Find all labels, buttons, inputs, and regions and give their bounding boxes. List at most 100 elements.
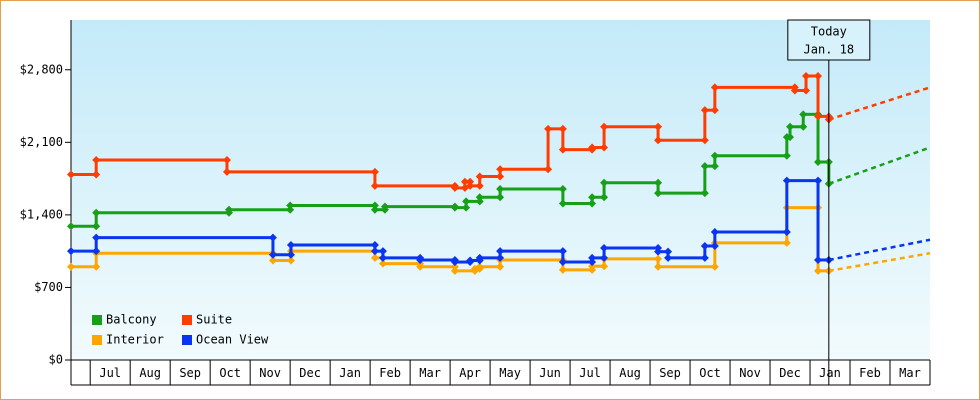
x-tick-label: Sep — [659, 366, 681, 380]
step-marker — [496, 172, 505, 181]
point-marker — [654, 136, 663, 145]
point-marker — [664, 253, 673, 262]
point-marker — [462, 197, 471, 206]
point-marker — [92, 208, 101, 217]
step-marker — [378, 247, 387, 256]
point-marker — [370, 253, 379, 262]
y-tick-label: $2,800 — [20, 62, 63, 76]
legend-label: Ocean View — [196, 333, 269, 347]
step-marker — [700, 189, 709, 198]
point-marker — [496, 165, 505, 174]
step-marker — [588, 199, 597, 208]
point-marker — [600, 122, 609, 131]
x-tick-label: Jul — [579, 366, 601, 380]
step-marker — [370, 201, 379, 210]
x-tick-label: Sep — [179, 366, 201, 380]
step-marker — [496, 253, 505, 262]
point-marker — [67, 170, 75, 179]
point-marker — [588, 253, 597, 262]
step-marker — [588, 258, 597, 267]
step-marker — [710, 162, 719, 171]
x-tick-label: Oct — [699, 366, 721, 380]
point-marker — [799, 110, 808, 119]
legend-label: Balcony — [106, 313, 157, 327]
step-marker — [92, 262, 101, 271]
point-marker — [224, 205, 233, 214]
today-date: Jan. 18 — [804, 43, 855, 57]
legend-label: Suite — [196, 313, 232, 327]
point-marker — [466, 256, 475, 265]
step-marker — [496, 193, 505, 202]
point-marker — [790, 86, 799, 95]
point-marker — [92, 155, 101, 164]
step-marker — [600, 262, 609, 271]
point-marker — [802, 71, 811, 80]
step-marker — [92, 247, 101, 256]
point-marker — [588, 143, 597, 152]
point-marker — [450, 183, 459, 192]
point-marker — [416, 255, 425, 264]
x-tick-label: Aug — [619, 366, 641, 380]
step-marker — [286, 205, 295, 214]
point-marker — [460, 177, 469, 186]
point-marker — [378, 259, 387, 268]
today-label: Today — [811, 25, 847, 39]
step-marker — [654, 122, 663, 131]
point-marker — [268, 256, 277, 265]
point-marker — [700, 106, 709, 115]
point-marker — [496, 247, 505, 256]
point-marker — [370, 205, 379, 214]
step-marker — [600, 253, 609, 262]
legend-swatch — [92, 335, 102, 345]
x-tick-label: Jan — [819, 366, 841, 380]
step-marker — [799, 122, 808, 131]
point-marker — [786, 122, 795, 131]
point-marker — [475, 172, 484, 181]
point-marker — [450, 258, 459, 267]
point-marker — [558, 258, 567, 267]
point-marker — [475, 253, 484, 262]
point-marker — [654, 189, 663, 198]
point-marker — [814, 112, 823, 121]
point-marker — [588, 262, 597, 271]
point-marker — [600, 178, 609, 187]
step-marker — [558, 184, 567, 193]
x-tick-label: Jan — [339, 366, 361, 380]
point-marker — [222, 167, 231, 176]
step-marker — [450, 262, 459, 271]
step-marker — [782, 151, 791, 160]
x-tick-label: Apr — [459, 366, 481, 380]
point-marker — [286, 240, 295, 249]
step-marker — [664, 247, 673, 256]
step-marker — [92, 222, 101, 231]
x-tick-label: Oct — [219, 366, 241, 380]
x-tick-label: Dec — [779, 366, 801, 380]
y-tick-label: $0 — [49, 353, 63, 367]
point-marker — [370, 181, 379, 190]
step-marker — [558, 247, 567, 256]
step-marker — [466, 177, 475, 186]
step-marker — [544, 165, 553, 174]
step-marker — [370, 240, 379, 249]
step-marker — [654, 178, 663, 187]
step-marker — [475, 181, 484, 190]
point-marker — [600, 244, 609, 253]
point-marker — [67, 262, 75, 271]
x-tick-label: May — [499, 366, 521, 380]
y-tick-label: $1,400 — [20, 207, 63, 221]
point-marker — [286, 201, 295, 210]
legend-swatch — [182, 315, 192, 325]
forecast-line — [828, 238, 931, 262]
step-marker — [558, 124, 567, 133]
step-marker — [462, 203, 471, 212]
point-marker — [654, 262, 663, 271]
x-tick-label: Mar — [899, 366, 921, 380]
forecast-line — [828, 252, 931, 273]
step-marker — [782, 227, 791, 236]
x-tick-label: Mar — [419, 366, 441, 380]
x-tick-label: Dec — [299, 366, 321, 380]
point-marker — [558, 265, 567, 274]
legend-swatch — [92, 315, 102, 325]
x-tick-label: Nov — [739, 366, 761, 380]
point-marker — [700, 162, 709, 171]
